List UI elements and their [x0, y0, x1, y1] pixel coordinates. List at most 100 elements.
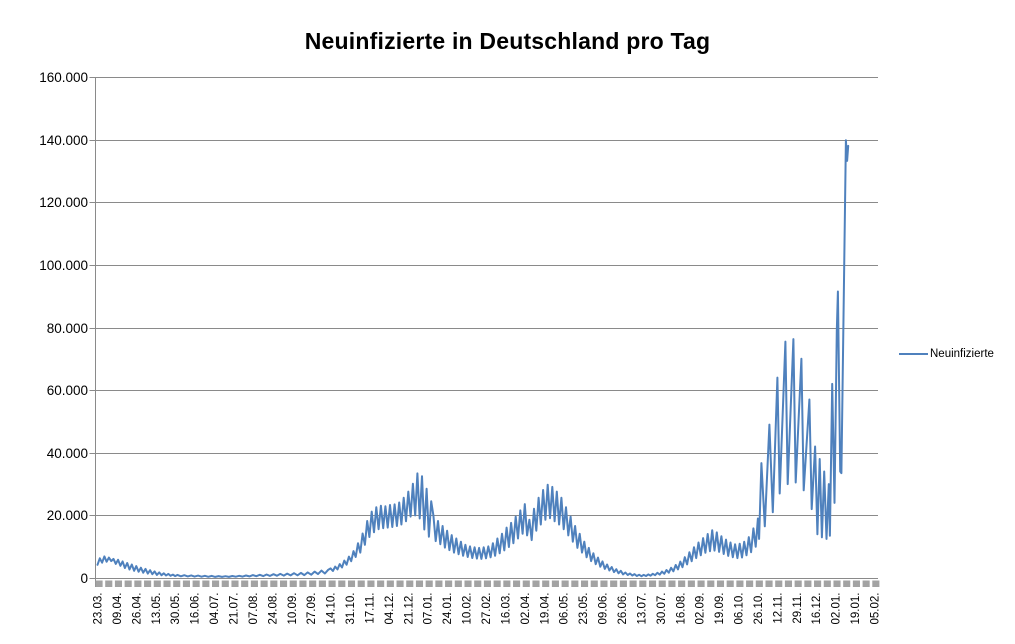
x-axis-tick [367, 580, 375, 587]
x-axis-tick [600, 580, 608, 587]
x-axis-tick [639, 580, 647, 587]
x-axis-tick [377, 580, 385, 587]
x-axis-tick [755, 580, 763, 587]
x-tick-label: 26.04. [131, 593, 143, 625]
x-axis-tick [590, 580, 598, 587]
x-axis-tick [241, 580, 249, 587]
x-axis-tick [765, 580, 773, 587]
x-tick-label: 26.06. [617, 593, 629, 625]
x-axis-tick [396, 580, 404, 587]
x-axis-tick [775, 580, 783, 587]
x-axis-tick [173, 580, 181, 587]
legend: Neuinfizierte [899, 347, 994, 361]
x-axis-tick [629, 580, 637, 587]
x-axis-tick [736, 580, 744, 587]
x-axis-tick [833, 580, 841, 587]
x-axis-tick [347, 580, 356, 587]
x-tick-label: 30.05. [170, 593, 182, 625]
x-axis-tick [716, 580, 725, 587]
x-axis-tick [250, 580, 258, 587]
x-tick-label: 27.09. [306, 593, 318, 625]
x-axis-tick [784, 580, 793, 587]
x-tick-label: 19.04. [539, 593, 551, 625]
x-axis-tick [454, 580, 462, 587]
y-tick-label: 100.000 [39, 258, 88, 273]
series-line [96, 139, 850, 578]
x-tick-label: 02.01. [831, 593, 843, 625]
x-axis-tick [872, 580, 880, 587]
x-axis-tick [852, 580, 860, 587]
x-tick-label: 29.11. [792, 593, 804, 624]
x-tick-label: 16.03. [500, 593, 512, 625]
x-tick-label: 07.08. [248, 593, 260, 625]
x-axis-tick [571, 580, 579, 587]
x-axis-tick [202, 580, 210, 587]
x-axis-tick [309, 580, 317, 587]
x-tick-label: 05.02. [870, 593, 882, 625]
x-tick-label: 16.06. [190, 593, 202, 625]
y-tick-label: 40.000 [47, 446, 88, 461]
x-axis-tick [726, 580, 734, 587]
x-axis-tick [687, 580, 695, 587]
legend-series-label: Neuinfizierte [930, 348, 994, 360]
x-axis-tick [804, 580, 812, 587]
x-axis-tick [814, 580, 822, 587]
x-axis-tick [357, 580, 365, 587]
x-tick-label: 16.12. [811, 593, 823, 625]
x-axis-tick [338, 580, 346, 587]
x-tick-label: 12.11. [772, 593, 784, 624]
x-axis-tick [114, 580, 123, 587]
x-axis-tick [299, 580, 307, 587]
x-axis-tick [551, 580, 559, 587]
x-axis-tick [192, 580, 200, 587]
x-tick-label: 04.07. [209, 593, 221, 625]
x-axis-tick [260, 580, 268, 587]
x-tick-label: 31.10. [345, 593, 357, 625]
x-tick-label: 30.07. [656, 593, 668, 625]
x-tick-label: 07.01. [423, 593, 435, 625]
x-axis-tick [483, 580, 491, 587]
x-axis-tick [279, 580, 288, 587]
x-axis-tick [493, 580, 501, 587]
x-axis-tick [318, 580, 326, 587]
x-axis-tick [153, 580, 161, 587]
x-axis-tick [843, 580, 851, 587]
x-axis-tick [707, 580, 715, 587]
x-tick-label: 23.05. [578, 593, 590, 625]
x-tick-label: 09.04. [112, 593, 124, 625]
x-axis-tick [289, 580, 297, 587]
x-axis-tick [95, 580, 103, 587]
x-tick-label: 06.05. [559, 593, 571, 625]
legend-line-swatch [899, 353, 928, 355]
x-tick-label: 26.10. [753, 593, 765, 625]
x-axis-tick [581, 580, 589, 587]
x-axis-tick [445, 580, 453, 587]
x-tick-label: 21.07. [229, 593, 241, 625]
x-tick-label: 19.09. [714, 593, 726, 625]
x-axis-tick [542, 580, 550, 587]
y-tick-label: 0 [80, 571, 88, 586]
x-axis-tick [503, 580, 511, 587]
x-tick-label: 21.12. [403, 593, 415, 625]
x-tick-label: 09.06. [598, 593, 610, 625]
x-axis-tick [823, 580, 831, 587]
x-axis-tick [134, 580, 142, 587]
x-axis-tick [415, 580, 424, 587]
x-axis-tick [406, 580, 414, 587]
x-tick-label: 02.04. [520, 593, 532, 625]
x-tick-label: 16.08. [675, 593, 687, 625]
y-tick-label: 160.000 [39, 70, 88, 85]
y-tick-label: 120.000 [39, 195, 88, 210]
y-tick-label: 80.000 [47, 321, 88, 336]
x-axis-tick [862, 580, 870, 587]
x-tick-label: 23.03. [93, 593, 105, 625]
x-tick-label: 04.12. [384, 593, 396, 625]
x-axis-tick [513, 580, 521, 587]
x-axis-tick [678, 580, 686, 587]
x-tick-label: 19.01. [850, 593, 862, 625]
x-axis-tick [105, 580, 113, 587]
x-axis-tick [328, 580, 336, 587]
x-tick-label: 14.10. [326, 593, 338, 625]
